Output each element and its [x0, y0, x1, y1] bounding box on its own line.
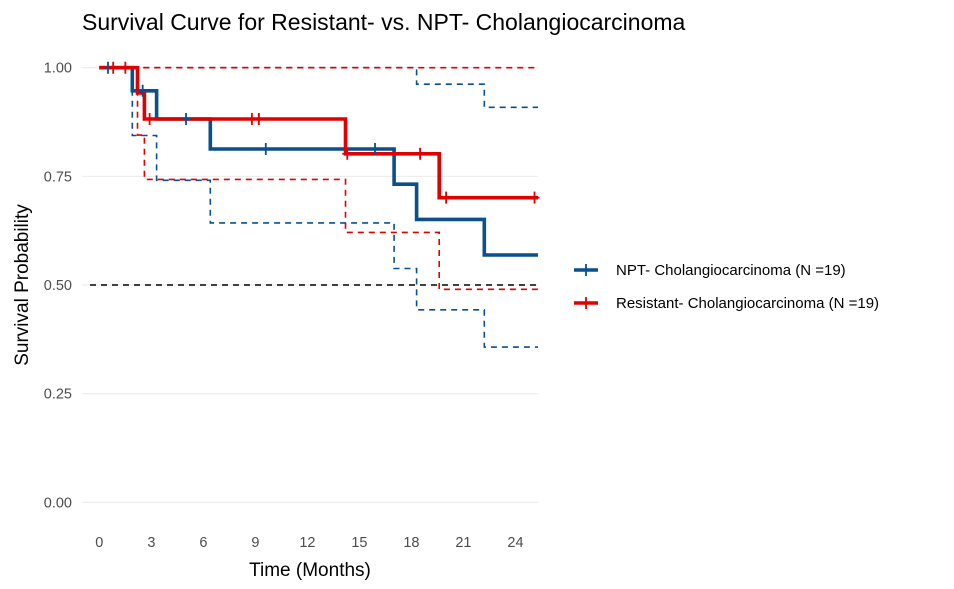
resistant-censor-mark [108, 61, 119, 74]
npt-censor-mark [137, 84, 148, 97]
resistant-censor-mark [120, 61, 131, 74]
resistant-censor-mark [415, 147, 426, 160]
y-axis-title: Survival Probability [12, 204, 33, 366]
npt-survival-curve [99, 65, 538, 257]
x-tick-label: 12 [299, 535, 315, 551]
resistant-ci-lower [136, 67, 538, 291]
x-tick-label: 0 [95, 535, 103, 551]
resistant-survival-curve [99, 65, 538, 200]
npt-censor-mark [370, 142, 381, 155]
confidence-interval-lines [99, 66, 538, 348]
resistant-censor-mark [144, 113, 155, 126]
y-axis-ticks: 0.00 0.25 0.50 0.75 1.00 [44, 61, 72, 512]
x-tick-label: 18 [403, 535, 419, 551]
legend-label-npt: NPT- Cholangiocarcinoma (N =19) [616, 262, 846, 279]
resistant-censor-mark [342, 147, 353, 160]
x-tick-label: 24 [507, 535, 523, 551]
resistant-censor-mark [253, 113, 264, 126]
x-tick-label: 15 [351, 535, 367, 551]
y-tick-label: 0.50 [44, 278, 72, 294]
chart-title: Survival Curve for Resistant- vs. NPT- C… [82, 9, 686, 35]
x-tick-label: 6 [199, 535, 207, 551]
x-tick-label: 21 [455, 535, 471, 551]
x-tick-label: 9 [251, 535, 259, 551]
npt-censor-mark [260, 142, 271, 155]
resistant-censor-mark [529, 191, 540, 204]
censor-marks [103, 61, 540, 204]
x-axis-title: Time (Months) [249, 560, 371, 581]
legend: NPT- Cholangiocarcinoma (N =19) Resistant… [574, 262, 879, 312]
survival-curves [99, 65, 538, 257]
npt-censor-mark [181, 113, 192, 126]
y-tick-label: 0.75 [44, 169, 72, 185]
resistant-censor-mark [441, 191, 452, 204]
y-tick-label: 0.25 [44, 387, 72, 403]
y-tick-label: 0.00 [44, 495, 72, 511]
legend-label-resistant: Resistant- Cholangiocarcinoma (N =19) [616, 295, 879, 312]
x-axis-ticks: 0 3 6 9 12 15 18 21 24 [95, 535, 523, 551]
y-tick-label: 1.00 [44, 61, 72, 77]
npt-ci-lower [131, 67, 538, 348]
npt-ci-upper [99, 66, 538, 109]
x-tick-label: 3 [147, 535, 155, 551]
